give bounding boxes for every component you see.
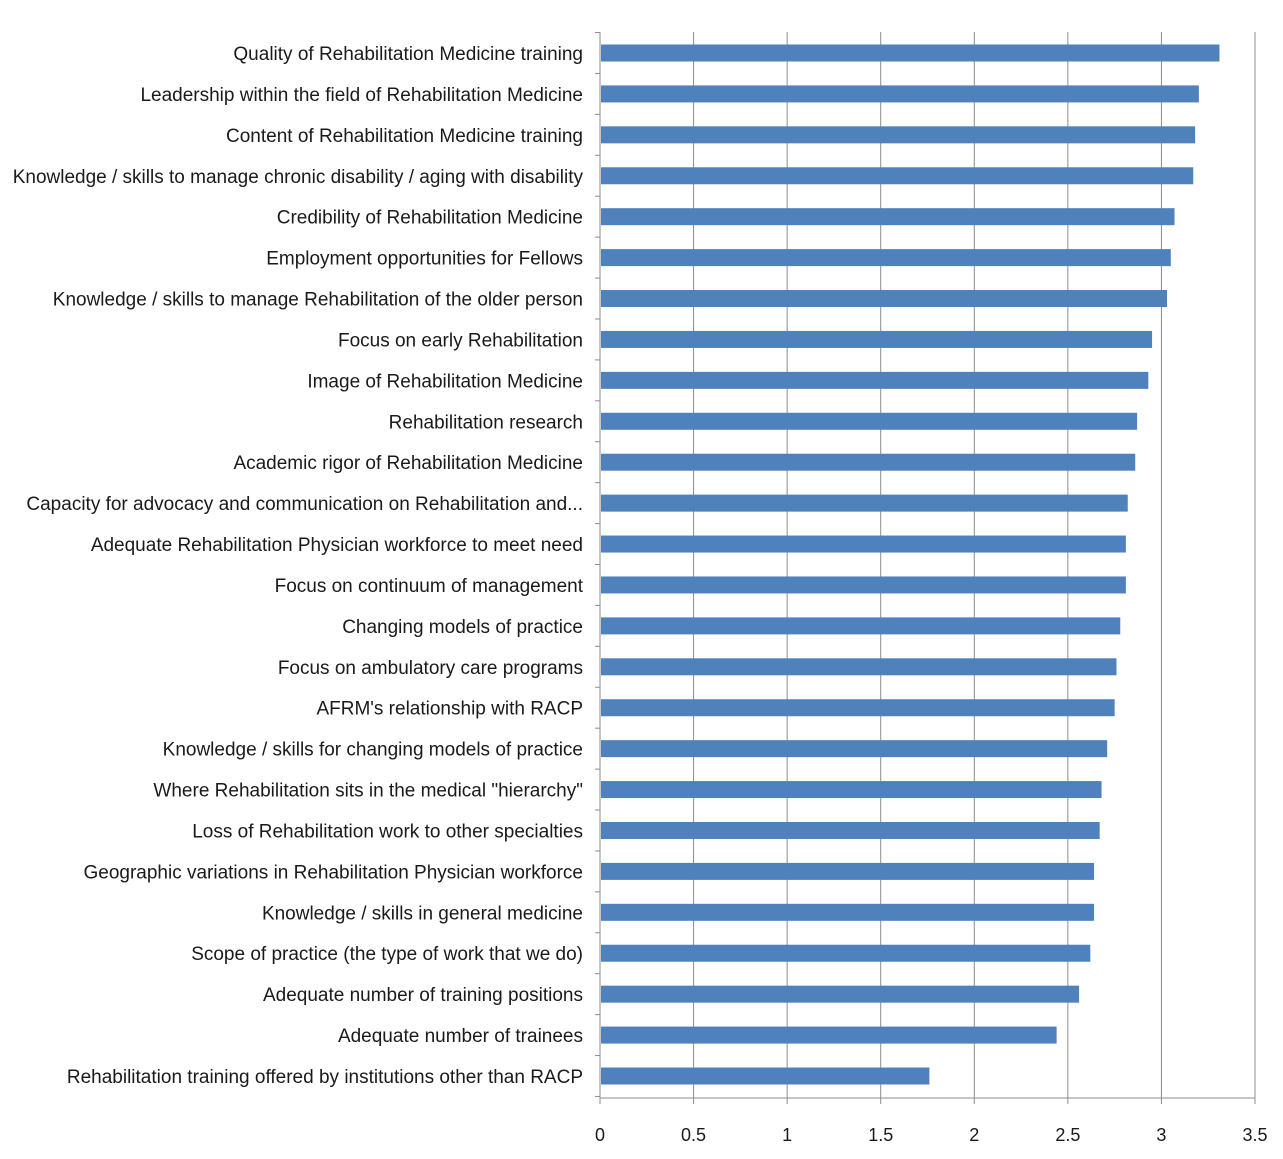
bar <box>601 985 1080 1003</box>
category-label: Rehabilitation training offered by insti… <box>67 1067 583 1088</box>
category-label: Employment opportunities for Fellows <box>266 249 583 270</box>
bar <box>601 330 1153 348</box>
category-label: Capacity for advocacy and communication … <box>26 494 583 515</box>
bar <box>601 862 1095 880</box>
bar <box>601 944 1091 962</box>
bar <box>601 535 1126 553</box>
category-label: Geographic variations in Rehabilitation … <box>83 862 583 883</box>
bar <box>601 453 1136 471</box>
category-label: Loss of Rehabilitation work to other spe… <box>192 821 583 842</box>
x-tick-labels: 0 0.5 1 1.5 2 2.5 3 3.5 <box>595 1125 1268 1145</box>
category-label: Credibility of Rehabilitation Medicine <box>277 208 583 229</box>
bar <box>601 576 1126 594</box>
bar <box>601 249 1171 267</box>
bar <box>601 412 1138 430</box>
bar <box>601 208 1175 226</box>
category-label: Knowledge / skills for changing models o… <box>163 740 583 761</box>
category-label: Knowledge / skills in general medicine <box>262 903 583 924</box>
category-label: Focus on ambulatory care programs <box>278 658 583 679</box>
axes <box>595 32 1256 1104</box>
bar <box>601 167 1194 185</box>
category-label: Focus on early Rehabilitation <box>338 330 583 351</box>
category-label: AFRM's relationship with RACP <box>316 699 583 720</box>
category-label: Quality of Rehabilitation Medicine train… <box>233 44 583 65</box>
category-label: Adequate number of trainees <box>338 1026 583 1047</box>
gridlines <box>693 32 1256 1098</box>
x-tick-label: 2.5 <box>1055 1125 1080 1145</box>
bar <box>601 699 1115 717</box>
bar <box>601 658 1117 676</box>
x-tick-label: 3.5 <box>1242 1125 1267 1145</box>
category-label: Changing models of practice <box>342 617 583 638</box>
category-label: Content of Rehabilitation Medicine train… <box>226 126 583 147</box>
x-tick-label: 3 <box>1156 1125 1166 1145</box>
bar <box>601 740 1108 758</box>
x-tick-label: 1 <box>782 1125 792 1145</box>
bar <box>601 781 1102 799</box>
bar <box>601 821 1100 839</box>
x-tick-label: 2 <box>969 1125 979 1145</box>
bar <box>601 126 1196 144</box>
x-tick-label: 0 <box>595 1125 605 1145</box>
bar <box>601 1026 1057 1044</box>
bar <box>601 494 1128 512</box>
category-label: Knowledge / skills to manage Rehabilitat… <box>53 290 583 311</box>
category-labels: Quality of Rehabilitation Medicine train… <box>13 44 584 1088</box>
category-label: Where Rehabilitation sits in the medical… <box>153 781 583 802</box>
bar <box>601 371 1149 389</box>
category-label: Rehabilitation research <box>389 412 583 433</box>
category-label: Focus on continuum of management <box>275 576 584 597</box>
category-label: Adequate number of training positions <box>263 985 583 1006</box>
bar <box>601 617 1121 635</box>
bars <box>601 44 1220 1085</box>
category-label: Image of Rehabilitation Medicine <box>307 371 583 392</box>
category-label: Academic rigor of Rehabilitation Medicin… <box>233 453 583 474</box>
bar <box>601 44 1220 62</box>
bar <box>601 903 1095 921</box>
x-tick-label: 0.5 <box>681 1125 706 1145</box>
category-label: Knowledge / skills to manage chronic dis… <box>13 167 584 188</box>
bar <box>601 85 1199 103</box>
bar <box>601 1067 930 1085</box>
category-label: Adequate Rehabilitation Physician workfo… <box>91 535 583 556</box>
category-label: Scope of practice (the type of work that… <box>191 944 583 965</box>
x-tick-label: 1.5 <box>868 1125 893 1145</box>
category-label: Leadership within the field of Rehabilit… <box>140 85 583 106</box>
bar <box>601 290 1168 308</box>
